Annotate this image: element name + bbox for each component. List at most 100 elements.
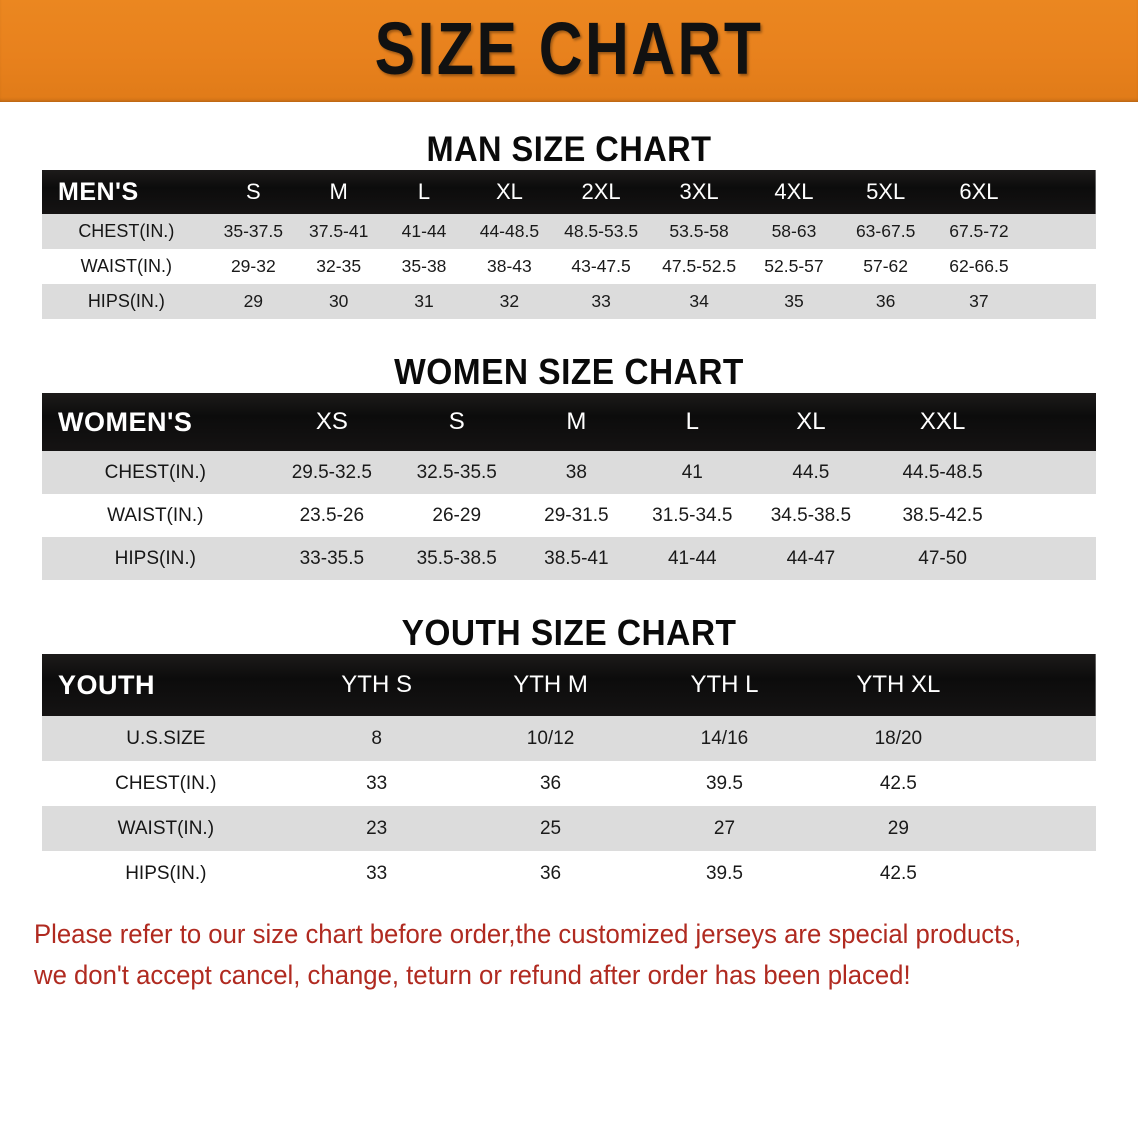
youth-col-header-m: YTH M <box>513 671 588 698</box>
page-title: SIZE CHART <box>374 7 764 90</box>
man-col-header-5xl: 5XL <box>866 179 906 204</box>
man-row-filler <box>1026 214 1096 249</box>
man-col-header-4xl: 4XL <box>774 179 814 204</box>
women-section-title: WOMEN SIZE CHART <box>394 351 744 392</box>
man-cell-hips-s: 29 <box>243 291 264 311</box>
man-cell-waist-xl: 38-43 <box>487 256 532 276</box>
man-cell-chest-2xl: 48.5-53.5 <box>564 221 639 241</box>
women-col-header-xxl: XXL <box>919 408 966 435</box>
table-row: HIPS(IN.) 29 30 31 32 33 34 35 36 37 <box>42 284 1096 319</box>
youth-cell-waist-xl: 29 <box>887 817 909 839</box>
man-cell-chest-5xl: 63-67.5 <box>855 221 916 241</box>
man-section-title: MAN SIZE CHART <box>426 130 712 169</box>
man-cell-waist-2xl: 43-47.5 <box>571 256 631 276</box>
youth-section-title: YOUTH SIZE CHART <box>401 612 737 653</box>
man-cell-chest-m: 37.5-41 <box>309 221 369 241</box>
man-cell-waist-s: 29-32 <box>230 256 276 276</box>
disclaimer-line-2: we don't accept cancel, change, teturn o… <box>34 960 911 991</box>
man-cell-chest-s: 35-37.5 <box>223 221 283 241</box>
youth-cell-waist-m: 25 <box>539 817 562 839</box>
man-cell-waist-6xl: 62-66.5 <box>949 256 1009 276</box>
man-row-label-chest: CHEST(IN.) <box>78 221 175 241</box>
youth-cell-chest-s: 33 <box>366 772 388 794</box>
table-row: CHEST(IN.) 35-37.5 37.5-41 41-44 44-48.5… <box>42 214 1096 249</box>
man-table-header-row: MEN'S S M L XL 2XL 3XL 4XL 5XL 6XL <box>42 170 1096 214</box>
women-cell-waist-s: 26-29 <box>432 504 482 526</box>
youth-col-header-l: YTH L <box>690 671 759 698</box>
women-row-filler <box>1014 494 1096 537</box>
man-cell-hips-xl: 32 <box>499 291 520 311</box>
women-cell-waist-l: 31.5-34.5 <box>652 504 733 526</box>
youth-size-table: YOUTH YTH S YTH M YTH L YTH XL U.S.SIZE … <box>42 654 1096 896</box>
women-cell-waist-xl: 34.5-38.5 <box>770 504 852 526</box>
women-cell-chest-m: 38 <box>565 461 587 483</box>
man-cell-chest-6xl: 67.5-72 <box>949 221 1009 241</box>
table-row: HIPS(IN.) 33 36 39.5 42.5 <box>42 851 1096 896</box>
man-col-header-m: M <box>329 179 348 204</box>
women-cell-hips-l: 41-44 <box>667 547 717 569</box>
youth-row-label-us-size: U.S.SIZE <box>126 727 206 749</box>
youth-cell-ussize-l: 14/16 <box>700 727 749 749</box>
women-col-header-xs: XS <box>315 408 348 435</box>
table-row: WAIST(IN.) 23.5-26 26-29 29-31.5 31.5-34… <box>42 494 1096 537</box>
youth-row-filler <box>985 716 1096 761</box>
man-cell-waist-5xl: 57-62 <box>863 256 909 276</box>
youth-row-filler <box>985 806 1096 851</box>
women-cell-chest-xs: 29.5-32.5 <box>291 461 372 483</box>
women-row-label-hips: HIPS(IN.) <box>114 547 196 569</box>
man-cell-chest-3xl: 53.5-58 <box>669 221 729 241</box>
man-row-label-hips: HIPS(IN.) <box>87 291 165 311</box>
women-cell-chest-s: 32.5-35.5 <box>416 461 497 483</box>
disclaimer-note: Please refer to our size chart before or… <box>34 914 1072 996</box>
youth-col-header-s: YTH S <box>341 671 412 698</box>
women-cell-waist-m: 29-31.5 <box>544 504 609 526</box>
man-row-filler <box>1026 249 1096 284</box>
youth-cell-ussize-s: 8 <box>371 727 382 749</box>
women-row-label-waist: WAIST(IN.) <box>107 504 204 526</box>
man-cell-chest-4xl: 58-63 <box>771 221 817 241</box>
youth-row-label-hips: HIPS(IN.) <box>125 862 207 884</box>
youth-cell-waist-l: 27 <box>713 817 736 839</box>
women-cell-hips-xl: 44-47 <box>786 547 836 569</box>
women-cell-waist-xs: 23.5-26 <box>299 504 365 526</box>
youth-cell-hips-m: 36 <box>539 862 562 884</box>
man-col-header-2xl: 2XL <box>581 179 621 204</box>
man-cell-hips-4xl: 35 <box>784 291 804 311</box>
women-cell-chest-xxl: 44.5-48.5 <box>902 461 983 483</box>
women-table-wrapper: WOMEN'S XS S M L XL XXL CHEST(IN.) 29.5-… <box>42 393 1096 580</box>
man-cell-hips-5xl: 36 <box>875 291 896 311</box>
youth-cell-chest-m: 36 <box>539 772 562 794</box>
youth-header-label: YOUTH <box>58 669 155 700</box>
women-col-header-s: S <box>448 408 465 435</box>
youth-row-label-waist: WAIST(IN.) <box>117 817 215 839</box>
man-col-header-l: L <box>417 179 431 204</box>
women-cell-chest-xl: 44.5 <box>792 461 830 483</box>
man-cell-waist-3xl: 47.5-52.5 <box>662 256 737 276</box>
women-col-header-xl: XL <box>796 408 826 435</box>
man-header-label: MEN'S <box>58 177 139 206</box>
women-size-table: WOMEN'S XS S M L XL XXL CHEST(IN.) 29.5-… <box>42 393 1096 580</box>
youth-row-filler <box>985 761 1096 806</box>
youth-table-header-row: YOUTH YTH S YTH M YTH L YTH XL <box>42 654 1096 716</box>
women-row-label-chest: CHEST(IN.) <box>104 461 206 483</box>
women-cell-hips-xs: 33-35.5 <box>299 547 365 569</box>
table-row: CHEST(IN.) 29.5-32.5 32.5-35.5 38 41 44.… <box>42 451 1096 494</box>
youth-row-label-chest: CHEST(IN.) <box>115 772 217 794</box>
man-cell-chest-xl: 44-48.5 <box>479 221 540 241</box>
youth-cell-chest-xl: 42.5 <box>879 772 917 794</box>
table-row: WAIST(IN.) 23 25 27 29 <box>42 806 1096 851</box>
page-banner: SIZE CHART <box>0 0 1138 102</box>
youth-cell-chest-l: 39.5 <box>705 772 743 794</box>
women-table-header-row: WOMEN'S XS S M L XL XXL <box>42 393 1096 451</box>
man-col-header-s: S <box>245 179 261 204</box>
table-row: WAIST(IN.) 29-32 32-35 35-38 38-43 43-47… <box>42 249 1096 284</box>
women-cell-hips-s: 35.5-38.5 <box>416 547 497 569</box>
youth-cell-hips-s: 33 <box>366 862 388 884</box>
youth-col-header-xl: YTH XL <box>856 671 941 698</box>
youth-cell-ussize-m: 10/12 <box>526 727 575 749</box>
man-col-header-3xl: 3XL <box>679 179 719 204</box>
man-cell-hips-m: 30 <box>328 291 349 311</box>
man-col-header-xl: XL <box>495 179 523 204</box>
man-cell-hips-l: 31 <box>414 291 434 311</box>
women-col-header-l: L <box>685 408 699 435</box>
